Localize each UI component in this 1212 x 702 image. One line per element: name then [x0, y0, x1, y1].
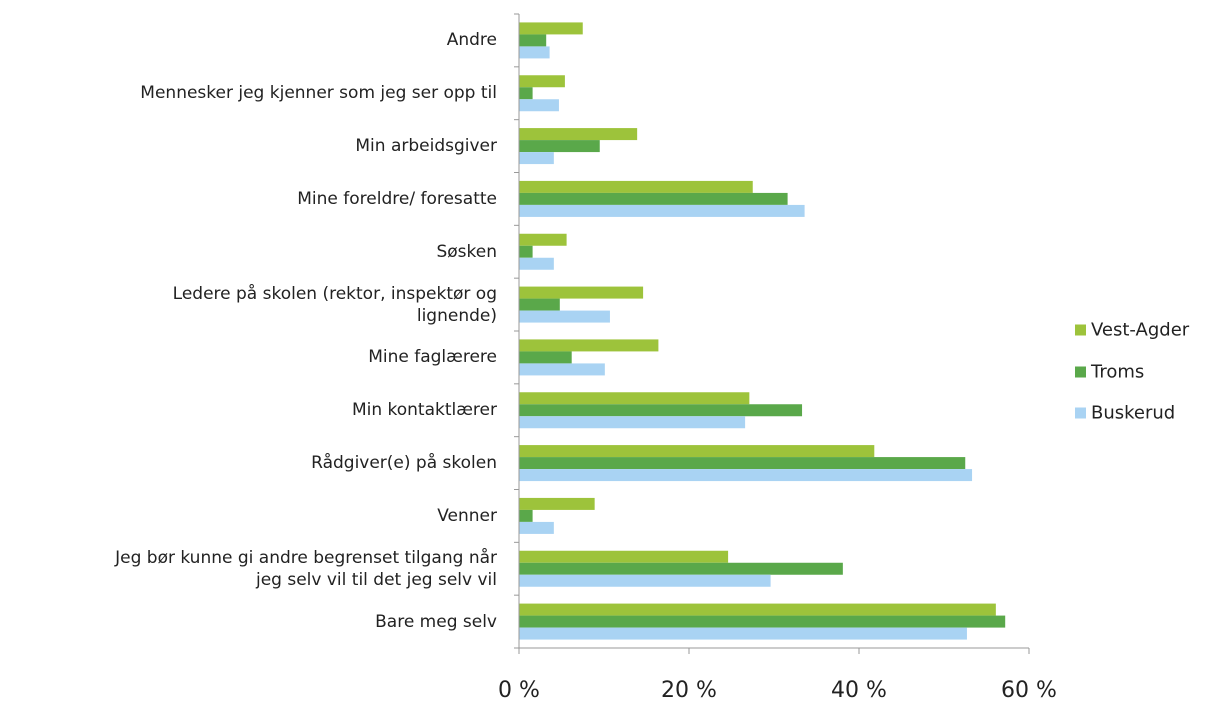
bar — [519, 87, 533, 100]
bar — [519, 574, 771, 587]
bar — [519, 75, 565, 88]
legend-label: Vest-Agder — [1091, 319, 1190, 341]
bar — [519, 351, 572, 364]
bar — [519, 286, 644, 299]
bar — [519, 46, 550, 59]
category-label: Bare meg selv — [375, 611, 497, 632]
legend-swatch — [1075, 324, 1086, 336]
bar — [519, 34, 547, 47]
bar — [519, 404, 803, 417]
category-label: Mennesker jeg kjenner som jeg ser opp ti… — [140, 83, 497, 104]
bar — [519, 180, 753, 193]
category-label: Mine faglærere — [368, 347, 497, 368]
bar — [519, 363, 605, 376]
bar — [519, 339, 659, 352]
bar — [519, 416, 746, 429]
bar — [519, 550, 729, 563]
category-label: Min kontaktlærer — [351, 400, 497, 421]
category-label: Venner — [437, 505, 497, 526]
bar — [519, 562, 843, 575]
bar — [519, 603, 996, 616]
bar — [519, 310, 610, 323]
x-tick-label: 0 % — [498, 678, 540, 702]
category-label: Andre — [446, 30, 497, 51]
x-tick-label: 40 % — [831, 678, 887, 702]
bar — [519, 445, 875, 458]
bar — [519, 497, 595, 510]
legend-swatch — [1075, 407, 1086, 419]
bar — [519, 22, 583, 35]
legend-label: Buskerud — [1091, 402, 1176, 424]
bar — [519, 509, 533, 522]
bar — [519, 392, 750, 405]
x-tick-label: 60 % — [1001, 678, 1057, 702]
legend-swatch — [1075, 366, 1086, 377]
bar — [519, 233, 567, 246]
bar — [519, 627, 967, 640]
bar — [519, 521, 554, 534]
bar — [519, 204, 805, 217]
bar — [519, 192, 788, 205]
legend-label: Troms — [1091, 361, 1145, 382]
x-tick-label: 20 % — [661, 678, 717, 702]
bar — [519, 99, 559, 112]
bar — [519, 152, 554, 165]
bar — [519, 140, 600, 153]
category-label: Ledere på skolen (rektor, inspektør og l… — [172, 283, 497, 326]
category-label: Mine foreldre/ foresatte — [297, 188, 497, 209]
category-label: Min arbeidsgiver — [355, 136, 497, 157]
category-label: Jeg bør kunne gi andre begrenset tilgang… — [115, 547, 497, 590]
bar — [519, 257, 554, 270]
category-label: Søsken — [436, 241, 497, 262]
bar — [519, 128, 638, 141]
bar — [519, 298, 560, 311]
bar — [519, 469, 973, 482]
bar — [519, 457, 966, 470]
bar — [519, 245, 533, 258]
bar — [519, 615, 1006, 628]
category-label: Rådgiver(e) på skolen — [311, 453, 497, 474]
